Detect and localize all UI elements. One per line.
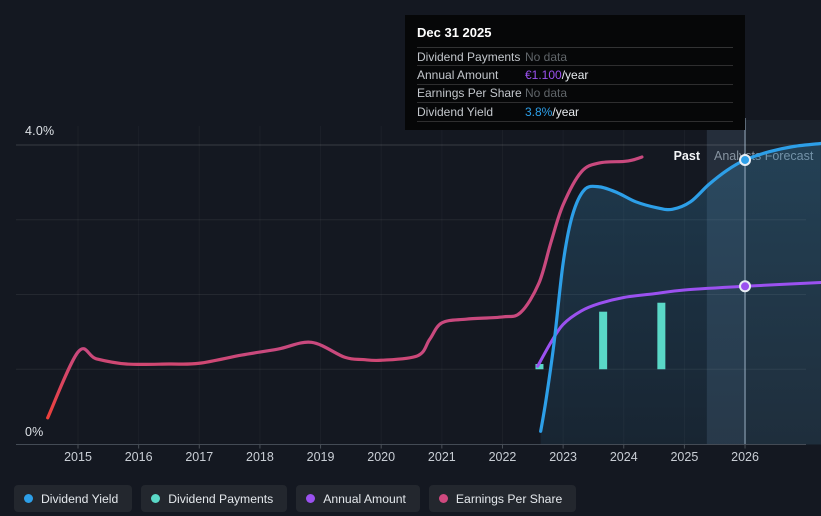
tooltip-row-label: Dividend Yield [417, 104, 494, 119]
y-axis-top-label: 4.0% [25, 124, 55, 138]
x-axis-label-2023: 2023 [549, 450, 578, 464]
dividend-yield-hover-marker [739, 153, 752, 166]
tooltip-row-value-suffix: /year [561, 68, 589, 83]
dividend-payment-bar-2 [599, 311, 608, 370]
dividend-payment-bar-1 [535, 364, 544, 370]
chart-legend: Dividend Yield Dividend Payments Annual Am… [14, 485, 577, 512]
tooltip-row-annual-amount: Annual Amount €1.100/year [417, 66, 733, 85]
x-axis-label-2015: 2015 [64, 450, 92, 464]
dividend-yield-area-fill [540, 143, 821, 445]
x-axis-label-2024: 2024 [609, 450, 638, 464]
tooltip-row-earnings-per-share: Earnings Per Share No data [417, 85, 733, 104]
tooltip-row-label: Earnings Per Share [417, 86, 522, 101]
tooltip-row-value: No data [525, 86, 568, 101]
x-axis-label-2022: 2022 [488, 450, 517, 464]
earnings-per-share-line [46, 155, 644, 420]
legend-dot-icon [438, 494, 448, 503]
legend-item-label: Dividend Payments [168, 491, 274, 506]
annual-amount-line [536, 281, 821, 368]
legend-item-label: Annual Amount [323, 491, 406, 506]
tooltip-row-dividend-yield: Dividend Yield 3.8%/year [417, 103, 733, 122]
tooltip-row-value-suffix: /year [552, 104, 580, 119]
tooltip-date-title: Dec 31 2025 [417, 22, 733, 48]
tooltip-row-value: €1.100 [525, 68, 562, 83]
legend-item-dividend-payments[interactable]: Dividend Payments [141, 485, 288, 512]
chart-tooltip: Dec 31 2025 Dividend Payments No data Annu… [405, 15, 745, 130]
tooltip-rows: Dividend Payments No data Annual Amount €1.… [417, 48, 733, 122]
tooltip-row-value: 3.8% [525, 104, 553, 119]
x-axis-label-2020: 2020 [367, 450, 396, 464]
dividend-payment-bar-3 [657, 302, 666, 370]
past-zone-label: Past [673, 149, 700, 163]
x-axis-label-2016: 2016 [124, 450, 153, 464]
y-axis-zero-label: 0% [25, 425, 44, 439]
tooltip-row-value: No data [525, 49, 568, 64]
x-axis-label-2017: 2017 [185, 450, 214, 464]
x-axis-label-2018: 2018 [246, 450, 274, 464]
legend-dot-icon [151, 494, 161, 503]
annual-amount-hover-marker [739, 280, 752, 293]
legend-dot-icon [24, 494, 33, 503]
legend-dot-icon [306, 494, 316, 503]
x-axis-label-2019: 2019 [306, 450, 335, 464]
legend-item-label: Earnings Per Share [455, 491, 563, 506]
tooltip-row-label: Dividend Payments [417, 49, 521, 64]
legend-item-label: Dividend Yield [41, 491, 119, 506]
x-axis-label-2026: 2026 [731, 450, 759, 464]
legend-item-dividend-yield[interactable]: Dividend Yield [14, 485, 133, 512]
tooltip-row-dividend-payments: Dividend Payments No data [417, 48, 733, 67]
x-axis-label-2025: 2025 [670, 450, 699, 464]
legend-item-annual-amount[interactable]: Annual Amount [296, 485, 420, 512]
x-axis-label-2021: 2021 [427, 450, 456, 464]
legend-item-earnings-per-share[interactable]: Earnings Per Share [428, 485, 577, 512]
tooltip-row-label: Annual Amount [417, 68, 499, 83]
